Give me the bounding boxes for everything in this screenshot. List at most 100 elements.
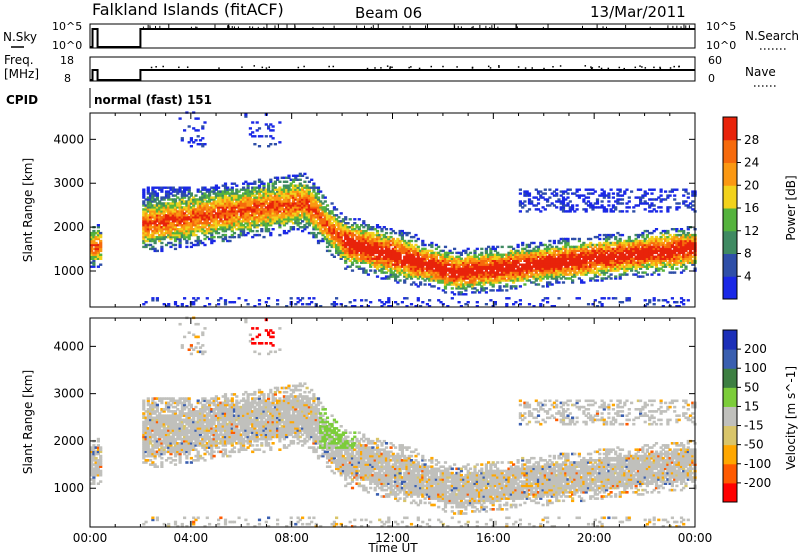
power-cell: [414, 259, 418, 262]
power-cell: [532, 253, 536, 256]
power-cell: [212, 200, 216, 203]
power-cell: [659, 249, 663, 253]
power-cell: [409, 263, 414, 266]
power-cell: [514, 257, 518, 260]
power-cell: [473, 281, 477, 284]
power-cell: [527, 269, 532, 272]
power-cell: [457, 265, 461, 268]
power-cell: [307, 297, 311, 300]
power-cell: [360, 247, 364, 251]
power-cell: [144, 218, 148, 221]
power-cell: [189, 192, 193, 195]
power-cell: [487, 273, 491, 276]
power-cell: [276, 192, 280, 195]
power-cell: [316, 241, 321, 245]
power-cell: [360, 305, 364, 308]
power-cell: [248, 222, 252, 225]
power-cell: [507, 263, 511, 266]
power-cell: [462, 269, 466, 272]
power-cell: [192, 218, 196, 221]
power-cell: [614, 251, 618, 255]
power-cell: [160, 229, 164, 233]
power-cell: [223, 299, 228, 302]
power-cell: [246, 220, 250, 223]
power-cell: [466, 275, 470, 278]
power-cell: [185, 239, 189, 243]
power-cell: [457, 291, 461, 294]
power-cell: [464, 287, 468, 290]
power-cell: [162, 226, 166, 229]
power-cell: [244, 218, 248, 221]
power-cell: [394, 261, 398, 264]
power-cell: [344, 228, 348, 231]
power-cell: [505, 261, 509, 264]
power-cell: [571, 279, 575, 282]
power-cell: [403, 251, 407, 255]
power-cell: [471, 255, 475, 258]
power-cell: [471, 281, 475, 284]
power-cell: [607, 269, 611, 272]
power-cell: [600, 259, 604, 262]
power-cell: [171, 186, 175, 189]
power-cell: [366, 257, 370, 260]
power-cell: [625, 202, 629, 205]
power-cell: [514, 255, 518, 258]
power-cell: [389, 239, 393, 243]
power-cell: [416, 275, 420, 278]
power-cell: [462, 267, 466, 270]
power-cell: [414, 265, 418, 268]
power-cell: [173, 229, 178, 233]
power-cell: [171, 206, 175, 209]
power-cell: [600, 200, 604, 203]
power-cell: [602, 243, 606, 247]
power-cell: [505, 305, 509, 308]
power-cell: [264, 218, 268, 221]
power-cell: [541, 251, 545, 255]
power-cell: [355, 247, 359, 251]
power-cell: [552, 190, 556, 193]
power-cell: [278, 198, 282, 201]
power-cell: [407, 249, 411, 253]
power-cell: [414, 249, 418, 253]
power-cell: [366, 239, 370, 243]
power-cell: [291, 174, 296, 177]
power-cell: [664, 255, 668, 258]
power-cell: [90, 231, 94, 235]
power-cell: [214, 204, 218, 207]
power-cell: [527, 243, 532, 247]
power-cell: [546, 275, 550, 278]
power-cell: [400, 261, 404, 264]
power-cell: [400, 271, 404, 274]
power-cell: [185, 210, 189, 213]
power-cell: [205, 210, 209, 213]
power-cell: [185, 208, 189, 211]
power-cell: [509, 245, 513, 249]
power-cell: [564, 245, 568, 249]
power-cell: [203, 229, 207, 233]
power-cell: [639, 200, 643, 203]
power-cell: [654, 239, 659, 243]
power-cell: [217, 186, 221, 189]
power-cell: [162, 218, 166, 221]
power-cell: [548, 251, 552, 255]
power-cell: [167, 222, 171, 225]
power-cell: [521, 277, 525, 280]
power-cell: [482, 263, 486, 266]
power-cell: [489, 253, 493, 256]
power-cell: [548, 267, 552, 270]
power-cell: [478, 273, 482, 276]
power-cell: [232, 235, 237, 239]
power-cell: [591, 188, 595, 191]
power-cell: [158, 202, 162, 205]
power-cell: [652, 237, 656, 241]
power-cell: [223, 184, 228, 187]
power-cell: [228, 216, 232, 219]
power-cell: [498, 257, 502, 260]
power-cell: [330, 226, 334, 229]
power-cell: [350, 247, 355, 251]
power-cell: [523, 253, 527, 256]
power-cell: [552, 265, 556, 268]
power-cell: [146, 214, 150, 217]
power-cell: [325, 214, 330, 217]
power-cell: [264, 208, 268, 211]
